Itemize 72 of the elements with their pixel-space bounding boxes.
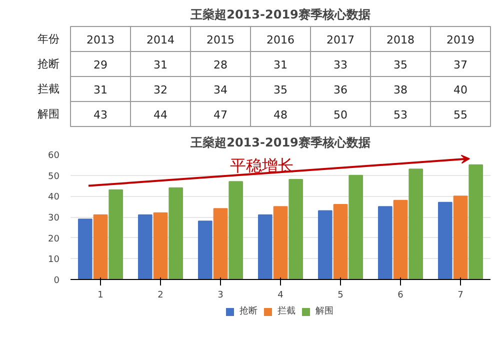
text: 2017 (326, 34, 355, 46)
data-label: 35 (394, 58, 408, 72)
data-label: 38 (394, 84, 408, 96)
data-label: 50 (334, 108, 348, 122)
text: 2016 (266, 34, 295, 46)
text: 2014 (146, 34, 175, 46)
data-label: 43 (94, 108, 108, 122)
text: 年份 (38, 32, 60, 46)
y-tick-label: 50 (48, 172, 60, 182)
bar (288, 179, 303, 280)
data-label: 33 (334, 58, 348, 72)
text: 拦截 (38, 82, 60, 96)
y-tick-label: 30 (48, 214, 60, 224)
x-tick-label: 2 (158, 290, 164, 300)
y-tick-label: 40 (48, 192, 60, 203)
data-label: 32 (154, 84, 168, 96)
x-tick-label: 7 (458, 290, 464, 300)
y-tick-label: 0 (54, 276, 60, 286)
bar (138, 214, 152, 280)
bar (378, 206, 392, 280)
text: 解围 (38, 108, 60, 120)
bar (198, 220, 212, 280)
x-tick-label: 1 (98, 290, 104, 300)
bar (393, 200, 408, 280)
data-label: 31 (94, 84, 108, 96)
legend-label: 抢断 (240, 305, 258, 318)
text: 2019 (446, 34, 475, 46)
legend-label: 解围 (316, 306, 334, 318)
bar (273, 206, 288, 280)
legend-label: 拦截 (278, 305, 296, 318)
bar (78, 218, 92, 280)
bar (228, 181, 243, 280)
data-label: 31 (154, 58, 168, 72)
text: 2015 (206, 34, 235, 46)
x-tick-label: 5 (338, 290, 344, 300)
data-label: 48 (274, 108, 288, 122)
text: 2018 (386, 34, 415, 46)
data-label: 47 (214, 108, 228, 122)
data-label: 28 (214, 58, 228, 72)
text: 抢断 (38, 58, 60, 70)
bar (213, 208, 228, 280)
bar (258, 214, 272, 280)
bar (453, 196, 468, 280)
bar (408, 168, 423, 280)
data-label: 40 (454, 84, 468, 96)
data-label: 35 (274, 84, 288, 96)
x-tick-label: 3 (218, 290, 224, 300)
y-tick-label: 60 (48, 151, 60, 161)
bar (438, 202, 452, 280)
data-label: 36 (334, 84, 348, 96)
bar (333, 204, 348, 280)
y-tick-label: 20 (48, 234, 60, 244)
data-label: 55 (454, 108, 468, 122)
bar (468, 164, 483, 280)
bar (108, 189, 123, 280)
x-tick-label: 6 (398, 290, 404, 300)
data-label: 29 (94, 58, 108, 72)
x-tick-label: 4 (278, 290, 284, 300)
data-label: 31 (274, 58, 288, 72)
bar (168, 187, 183, 280)
bar (348, 174, 363, 280)
bar (153, 212, 168, 280)
y-tick-label: 10 (48, 255, 60, 266)
text: 2013 (86, 34, 115, 46)
chart-subtitle: 王燊超2013-2019赛季核心数据 (190, 136, 370, 150)
data-label: 53 (394, 108, 408, 122)
chart-title: 王燊超2013-2019赛季核心数据 (190, 8, 370, 22)
bar (93, 214, 108, 280)
data-label: 44 (154, 108, 168, 122)
data-label: 34 (214, 84, 228, 96)
data-label: 37 (454, 58, 468, 72)
bar (318, 210, 332, 280)
